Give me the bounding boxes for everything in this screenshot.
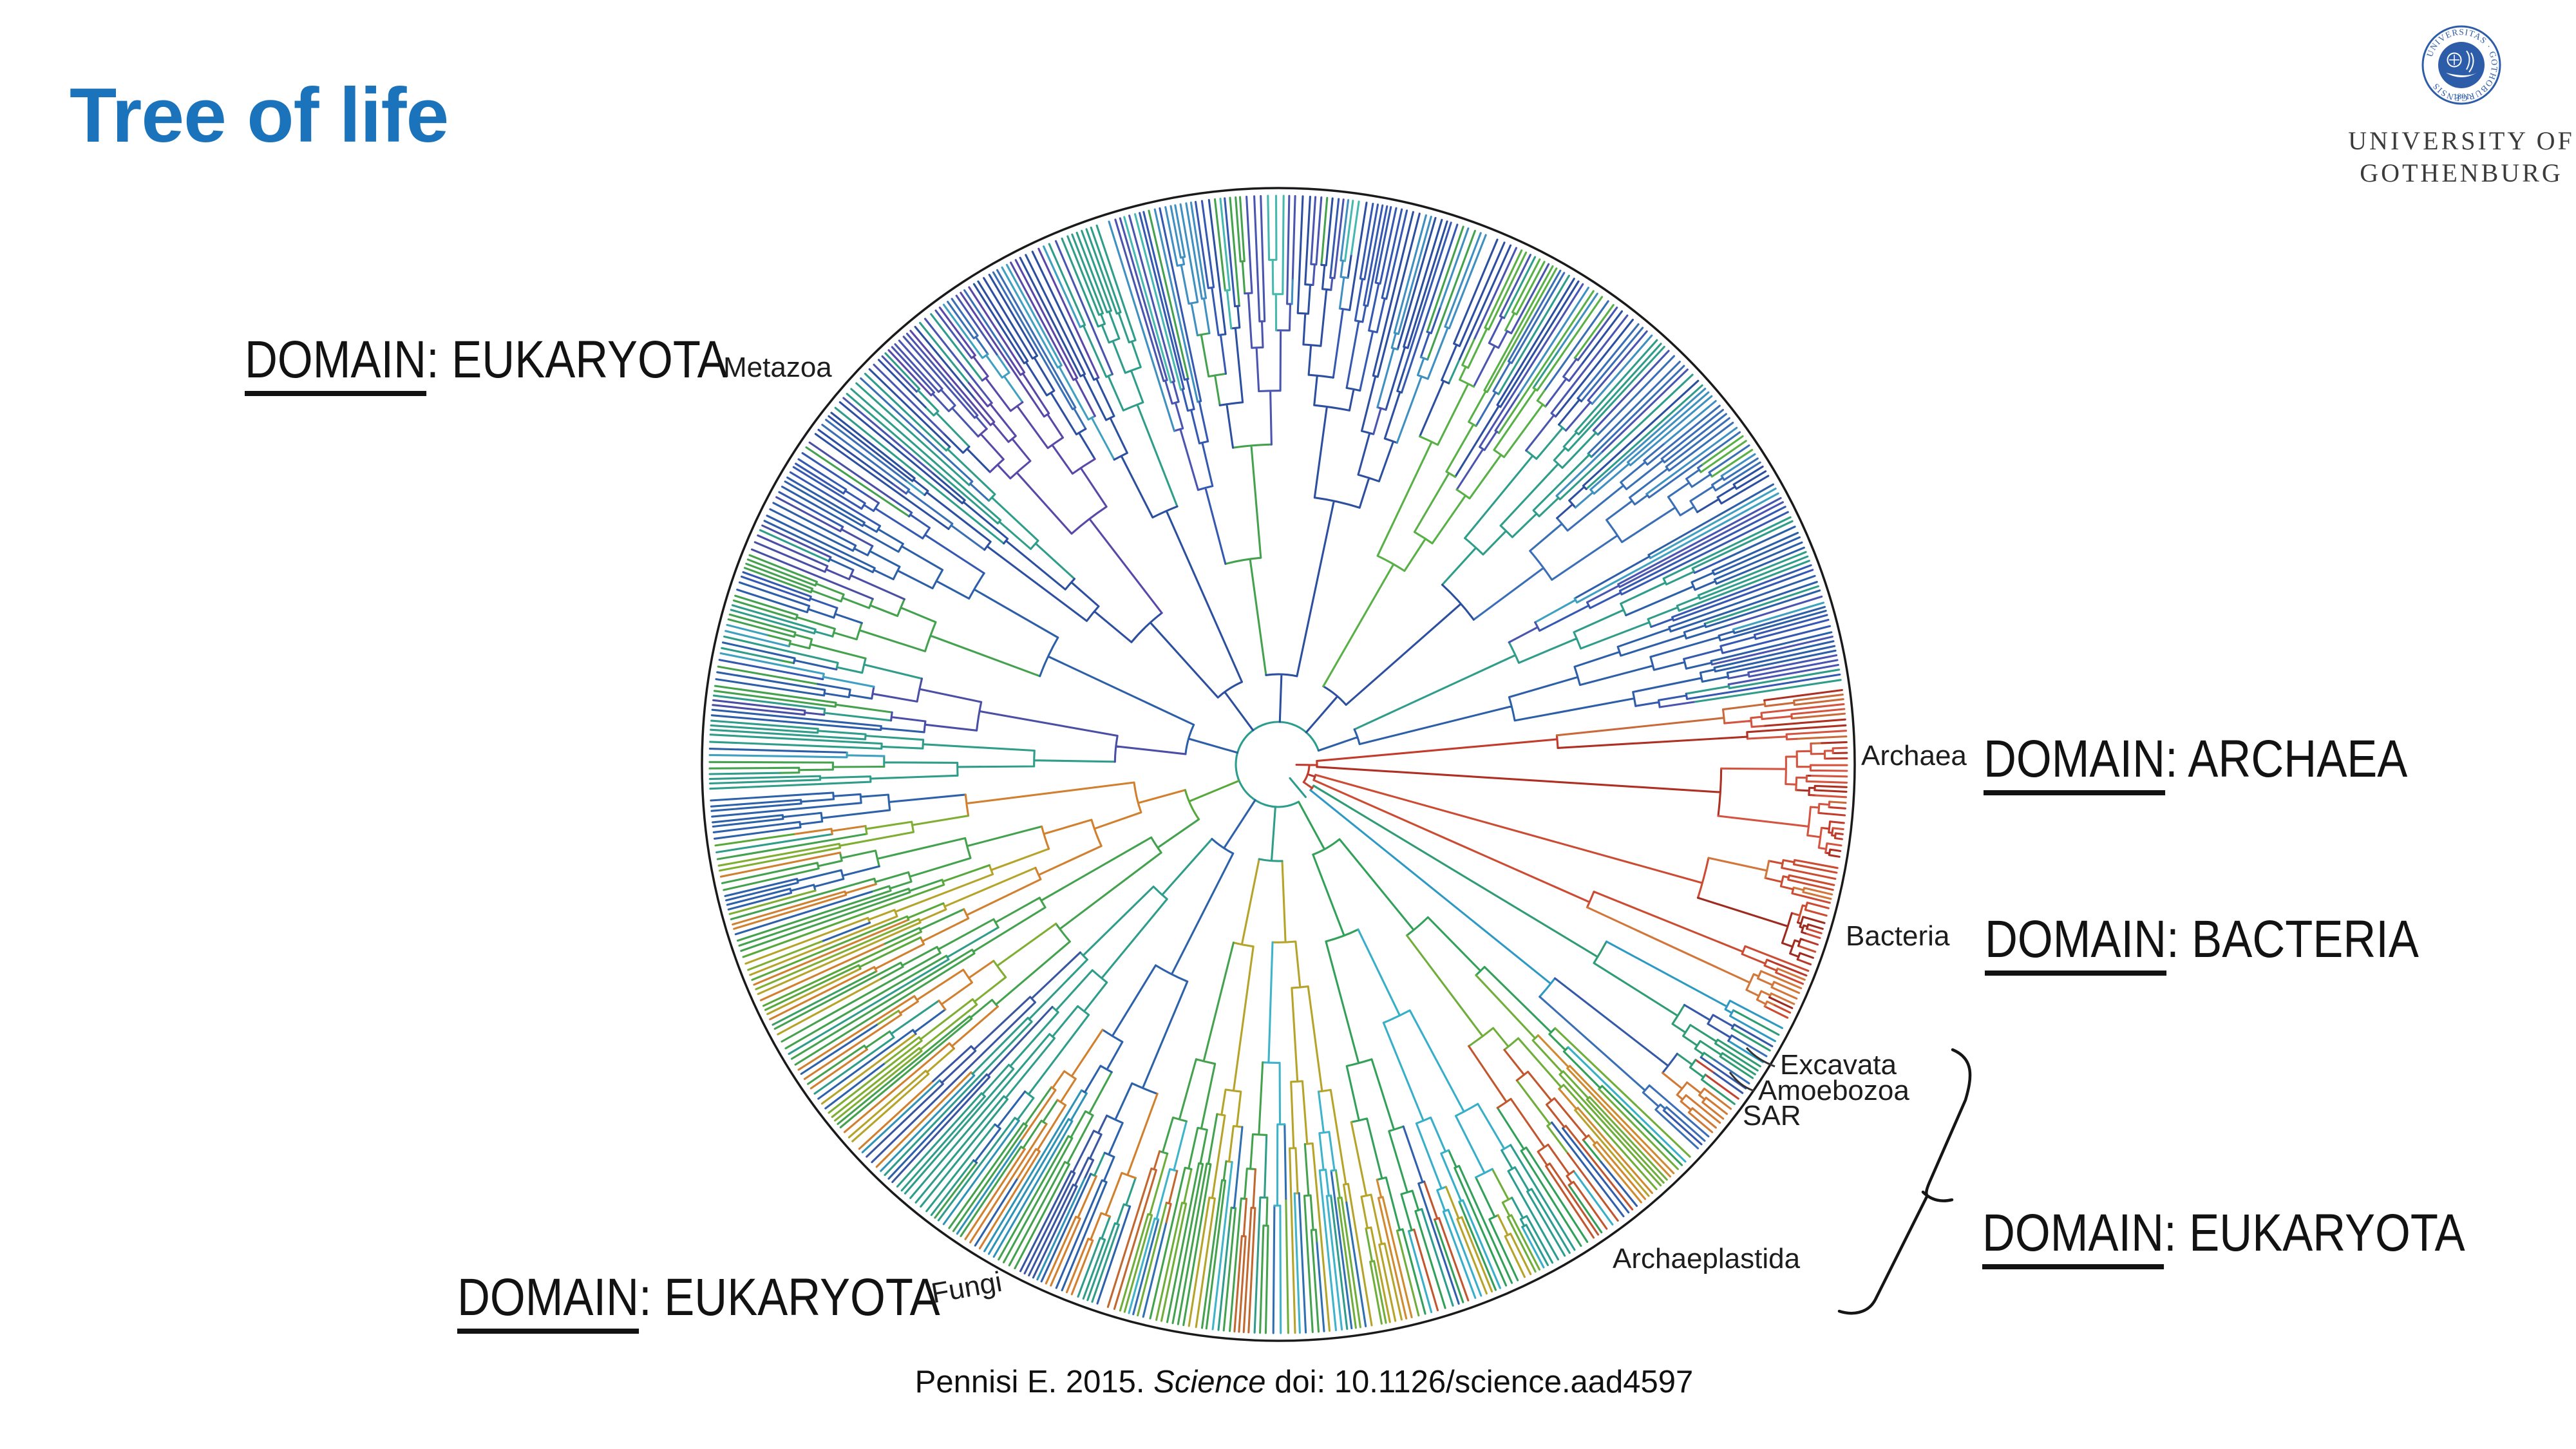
domain-rest: : BACTERIA	[2166, 910, 2419, 969]
citation-before: Pennisi E. 2015.	[914, 1365, 1154, 1399]
domain-rest: : EUKARYOTA	[2164, 1204, 2465, 1262]
tree-branch-path	[1553, 977, 1774, 1146]
tree-branch-path	[1312, 773, 1839, 1019]
tree-branch-path	[1316, 688, 1848, 858]
tree-branch-path	[1357, 928, 1687, 1313]
domain-rest: : EUKARYOTA	[426, 330, 728, 389]
clade-label-bacteria: Bacteria	[1846, 920, 1950, 952]
tree-branch-path	[821, 269, 1768, 1150]
domain-label-bacteria: DOMAIN: BACTERIA	[1985, 909, 2419, 976]
tree-branch-path	[1106, 1150, 1256, 1334]
citation: Pennisi E. 2015. Science doi: 10.1126/sc…	[915, 1364, 1694, 1400]
tree-branch-path	[1312, 784, 1780, 1105]
domain-label-eukaryota-bottom-left: DOMAIN: EUKARYOTA	[457, 1267, 940, 1334]
tree-branch-path	[1306, 773, 1819, 977]
tree-branch-path	[719, 781, 1186, 1296]
tree-branch-path	[1128, 941, 1343, 1334]
tree-branch-path	[710, 791, 1256, 1305]
domain-word: DOMAIN	[1984, 730, 2166, 795]
domain-rest: : ARCHAEA	[2165, 730, 2408, 788]
tree-branch-path	[1322, 249, 1754, 688]
clade-label-amoebozoa: Amoebozoa	[1758, 1075, 1909, 1106]
tree-branch-path	[708, 245, 1825, 759]
clade-label-metazoa: Metazoa	[723, 352, 832, 383]
tree-branch-path	[1119, 934, 1691, 1334]
tree-branch-path	[814, 195, 1770, 734]
tree-branch-path	[712, 441, 1187, 763]
tree-branch-path	[1302, 781, 1739, 1100]
domain-word: DOMAIN	[1985, 910, 2167, 976]
tree-branch-path	[1662, 1072, 1732, 1133]
tree-branch-path	[866, 951, 1108, 1279]
tree-branch-path	[717, 815, 1057, 1122]
tree-branch-path	[887, 247, 1163, 614]
seal-inner-disc	[2438, 42, 2485, 88]
tree-branch-path	[1295, 734, 1848, 840]
tree-branch-path	[1108, 199, 1756, 509]
domain-word: DOMAIN	[245, 330, 427, 396]
domain-word: DOMAIN	[1982, 1204, 2164, 1269]
tree-branch-path	[718, 197, 1841, 708]
tree-branch-path	[842, 194, 1839, 708]
tree-branch-path	[1586, 857, 1833, 1008]
tree-branch-path	[1413, 1045, 1634, 1312]
tree-branch-path	[708, 196, 1476, 1334]
tree-branch-path	[1123, 194, 1360, 391]
tree-branches	[708, 194, 1848, 1334]
domain-label-archaea: DOMAIN: ARCHAEA	[1984, 729, 2408, 795]
tree-branch-path	[1297, 800, 1683, 1315]
tree-branch-path	[708, 476, 1837, 755]
page-title: Tree of life	[70, 72, 449, 158]
clade-label-excavata: Excavata	[1780, 1049, 1897, 1081]
university-name-line2: GOTHENBURG	[2360, 158, 2563, 187]
tree-branch-path	[1235, 721, 1320, 808]
university-logo: UNIVERSITAS · GOTHOBURGENSIS 1891 UNIVER…	[2333, 14, 2576, 189]
domain-word: DOMAIN	[457, 1268, 639, 1334]
domain-rest: : EUKARYOTA	[639, 1268, 940, 1327]
excavata-leader-line	[1745, 1046, 1776, 1068]
tree-branch-path	[772, 983, 851, 1026]
tree-branch-path	[1696, 896, 1826, 1009]
citation-after: doi: 10.1126/science.aad4597	[1265, 1365, 1694, 1399]
clade-label-archaeplastida: Archaeplastida	[1613, 1243, 1801, 1274]
clade-label-sar: SAR	[1743, 1100, 1801, 1132]
tree-branch-path	[1421, 1144, 1576, 1307]
seal-emblem	[2446, 50, 2477, 77]
tree-branch-path	[744, 848, 1650, 1334]
tree-branch-path	[708, 224, 1842, 1334]
seal-year: 1891	[2453, 91, 2470, 101]
tree-branch-path	[1555, 694, 1848, 804]
amoebozoa-leader-line	[1728, 1072, 1755, 1092]
tree-branch-path	[1376, 1034, 1675, 1320]
tree-branch-path	[714, 779, 1240, 1011]
tree-branch-path	[861, 1074, 1088, 1281]
domain-label-eukaryota-right: DOMAIN: EUKARYOTA	[1982, 1203, 2465, 1269]
tree-branch-path	[1402, 1121, 1638, 1305]
tree-branch-path	[1717, 703, 1848, 854]
tree-branch-path	[1132, 1123, 1367, 1334]
citation-journal: Science	[1153, 1365, 1266, 1399]
university-name-line1: UNIVERSITY OF	[2348, 126, 2575, 155]
university-seal-icon: UNIVERSITAS · GOTHOBURGENSIS 1891	[2421, 25, 2501, 105]
clade-label-archaea: Archaea	[1861, 740, 1967, 772]
domain-label-eukaryota-top-left: DOMAIN: EUKARYOTA	[245, 330, 728, 396]
eukaryota-bracket	[1837, 1048, 1972, 1315]
tree-rim-circle	[701, 187, 1856, 1342]
tree-branch-path	[1309, 789, 1783, 1063]
